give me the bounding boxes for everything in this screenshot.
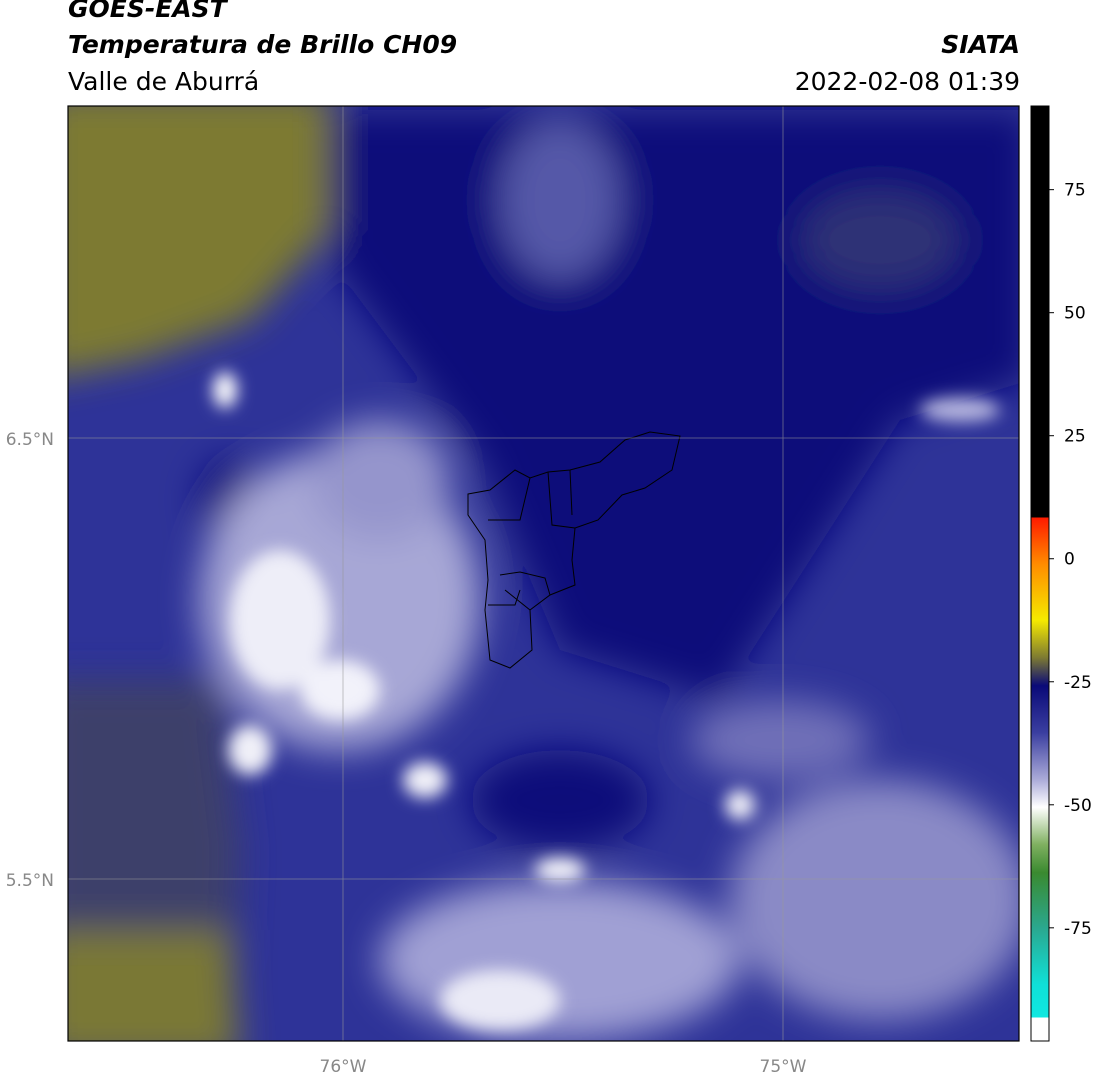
colorbar-tick-label: 75	[1064, 181, 1086, 201]
datetime: 2022-02-08 01:39	[794, 67, 1020, 96]
colorbar-tick-label: -50	[1064, 796, 1092, 816]
municipality-outlines	[467, 431, 681, 669]
axis-labels: 6.5°N 5.5°N 76°W 75°W	[6, 430, 807, 1077]
lon-label: 75°W	[760, 1057, 807, 1077]
subtitle: Temperatura de Brillo CH09	[68, 30, 458, 59]
colorbar-tick-label: -25	[1064, 673, 1092, 693]
map-frame	[67, 105, 1020, 1042]
lon-label: 76°W	[320, 1057, 367, 1077]
colorbar-tick-label: 50	[1064, 304, 1086, 324]
colorbar-tick-label: 25	[1064, 427, 1086, 447]
region: Valle de Aburrá	[68, 67, 260, 96]
colorbar	[1030, 105, 1050, 1042]
lat-label: 6.5°N	[6, 430, 54, 450]
graticule	[68, 106, 1019, 1041]
colorbar-tick-label: -75	[1064, 919, 1092, 939]
brightness-temperature-field	[68, 106, 1019, 1041]
title: GOES-EAST	[68, 0, 227, 23]
source: SIATA	[941, 30, 1020, 59]
lat-label: 5.5°N	[6, 871, 54, 891]
colorbar-tick-label: 0	[1064, 550, 1075, 570]
